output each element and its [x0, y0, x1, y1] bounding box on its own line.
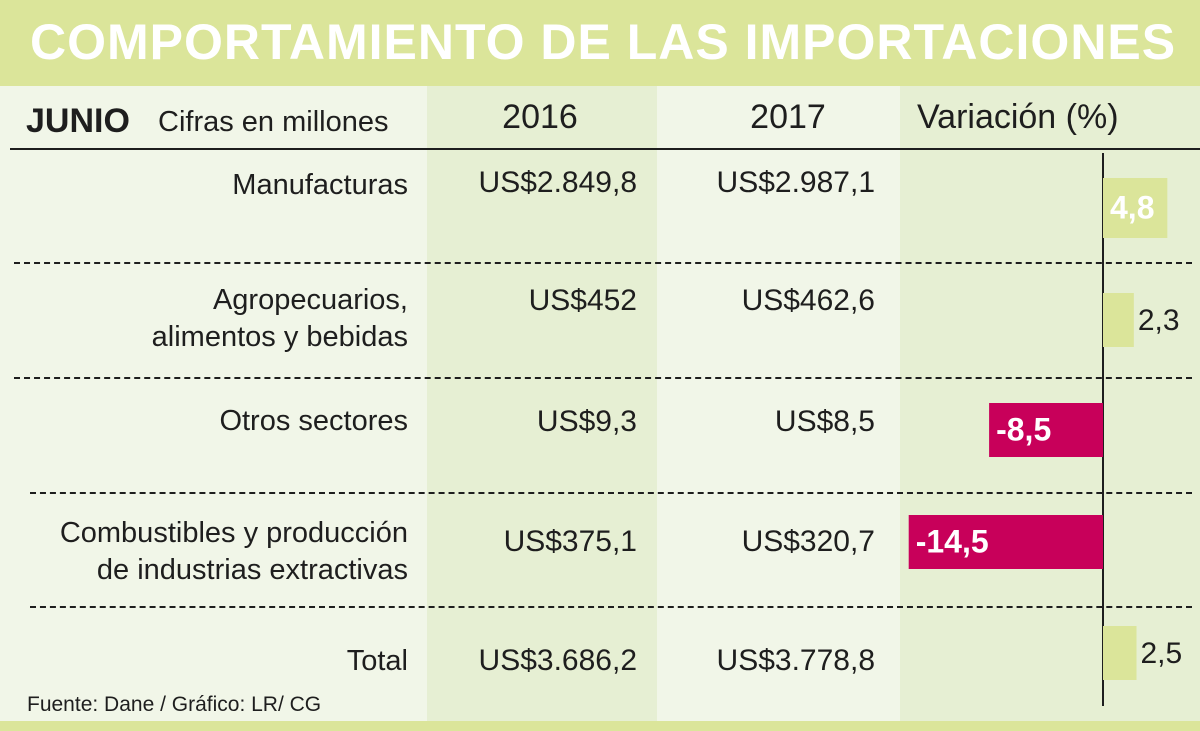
variation-label: -14,5 — [916, 523, 989, 559]
variation-label: 4,8 — [1110, 189, 1154, 225]
cell-2016: US$9,3 — [536, 405, 637, 438]
cell-2017: US$8,5 — [774, 405, 875, 438]
cell-2017: US$2.987,1 — [716, 166, 875, 199]
variation-bar — [1103, 178, 1168, 238]
units-label: Cifras en millones — [158, 106, 389, 138]
column-header-2016: 2016 — [502, 98, 578, 136]
period-label: JUNIO — [26, 102, 130, 140]
row-divider — [14, 262, 1192, 264]
cell-2017: US$462,6 — [741, 284, 875, 317]
row-label-otros-sectores: Otros sectores — [219, 405, 408, 437]
variation-bar — [908, 515, 1103, 569]
source-note: Fuente: Dane / Gráfico: LR/ CG — [27, 693, 322, 716]
column-band-2016 — [427, 86, 657, 721]
cell-2017: US$3.778,8 — [716, 644, 875, 677]
row-label-manufacturas: Manufacturas — [232, 169, 408, 201]
bottom-band — [0, 721, 1200, 731]
title-banner — [0, 0, 1200, 86]
variation-bar — [989, 403, 1103, 457]
cell-2016: US$3.686,2 — [478, 644, 637, 677]
row-label-agropecuarios: Agropecuarios, alimentos y bebidas — [151, 284, 408, 353]
variation-label: 2,5 — [1141, 637, 1183, 670]
variation-label: 2,3 — [1138, 304, 1180, 337]
column-header-2017: 2017 — [750, 98, 826, 136]
variation-label: -8,5 — [996, 411, 1051, 447]
row-divider — [30, 492, 1192, 494]
column-header-variation: Variación (%) — [917, 98, 1119, 136]
row-label-combustibles: Combustibles y producción de industrias … — [59, 517, 408, 586]
row-divider — [14, 377, 1192, 379]
chart-title: COMPORTAMIENTO DE LAS IMPORTACIONES — [30, 14, 1177, 70]
variation-bar — [1103, 626, 1137, 680]
cell-2016: US$452 — [528, 284, 637, 317]
variation-bar — [1103, 293, 1134, 347]
header-rule — [10, 148, 1200, 150]
row-divider — [30, 606, 1192, 608]
row-label-total: Total — [346, 645, 408, 677]
cell-2016: US$2.849,8 — [478, 166, 637, 199]
cell-2016: US$375,1 — [503, 525, 637, 558]
cell-2017: US$320,7 — [741, 525, 875, 558]
